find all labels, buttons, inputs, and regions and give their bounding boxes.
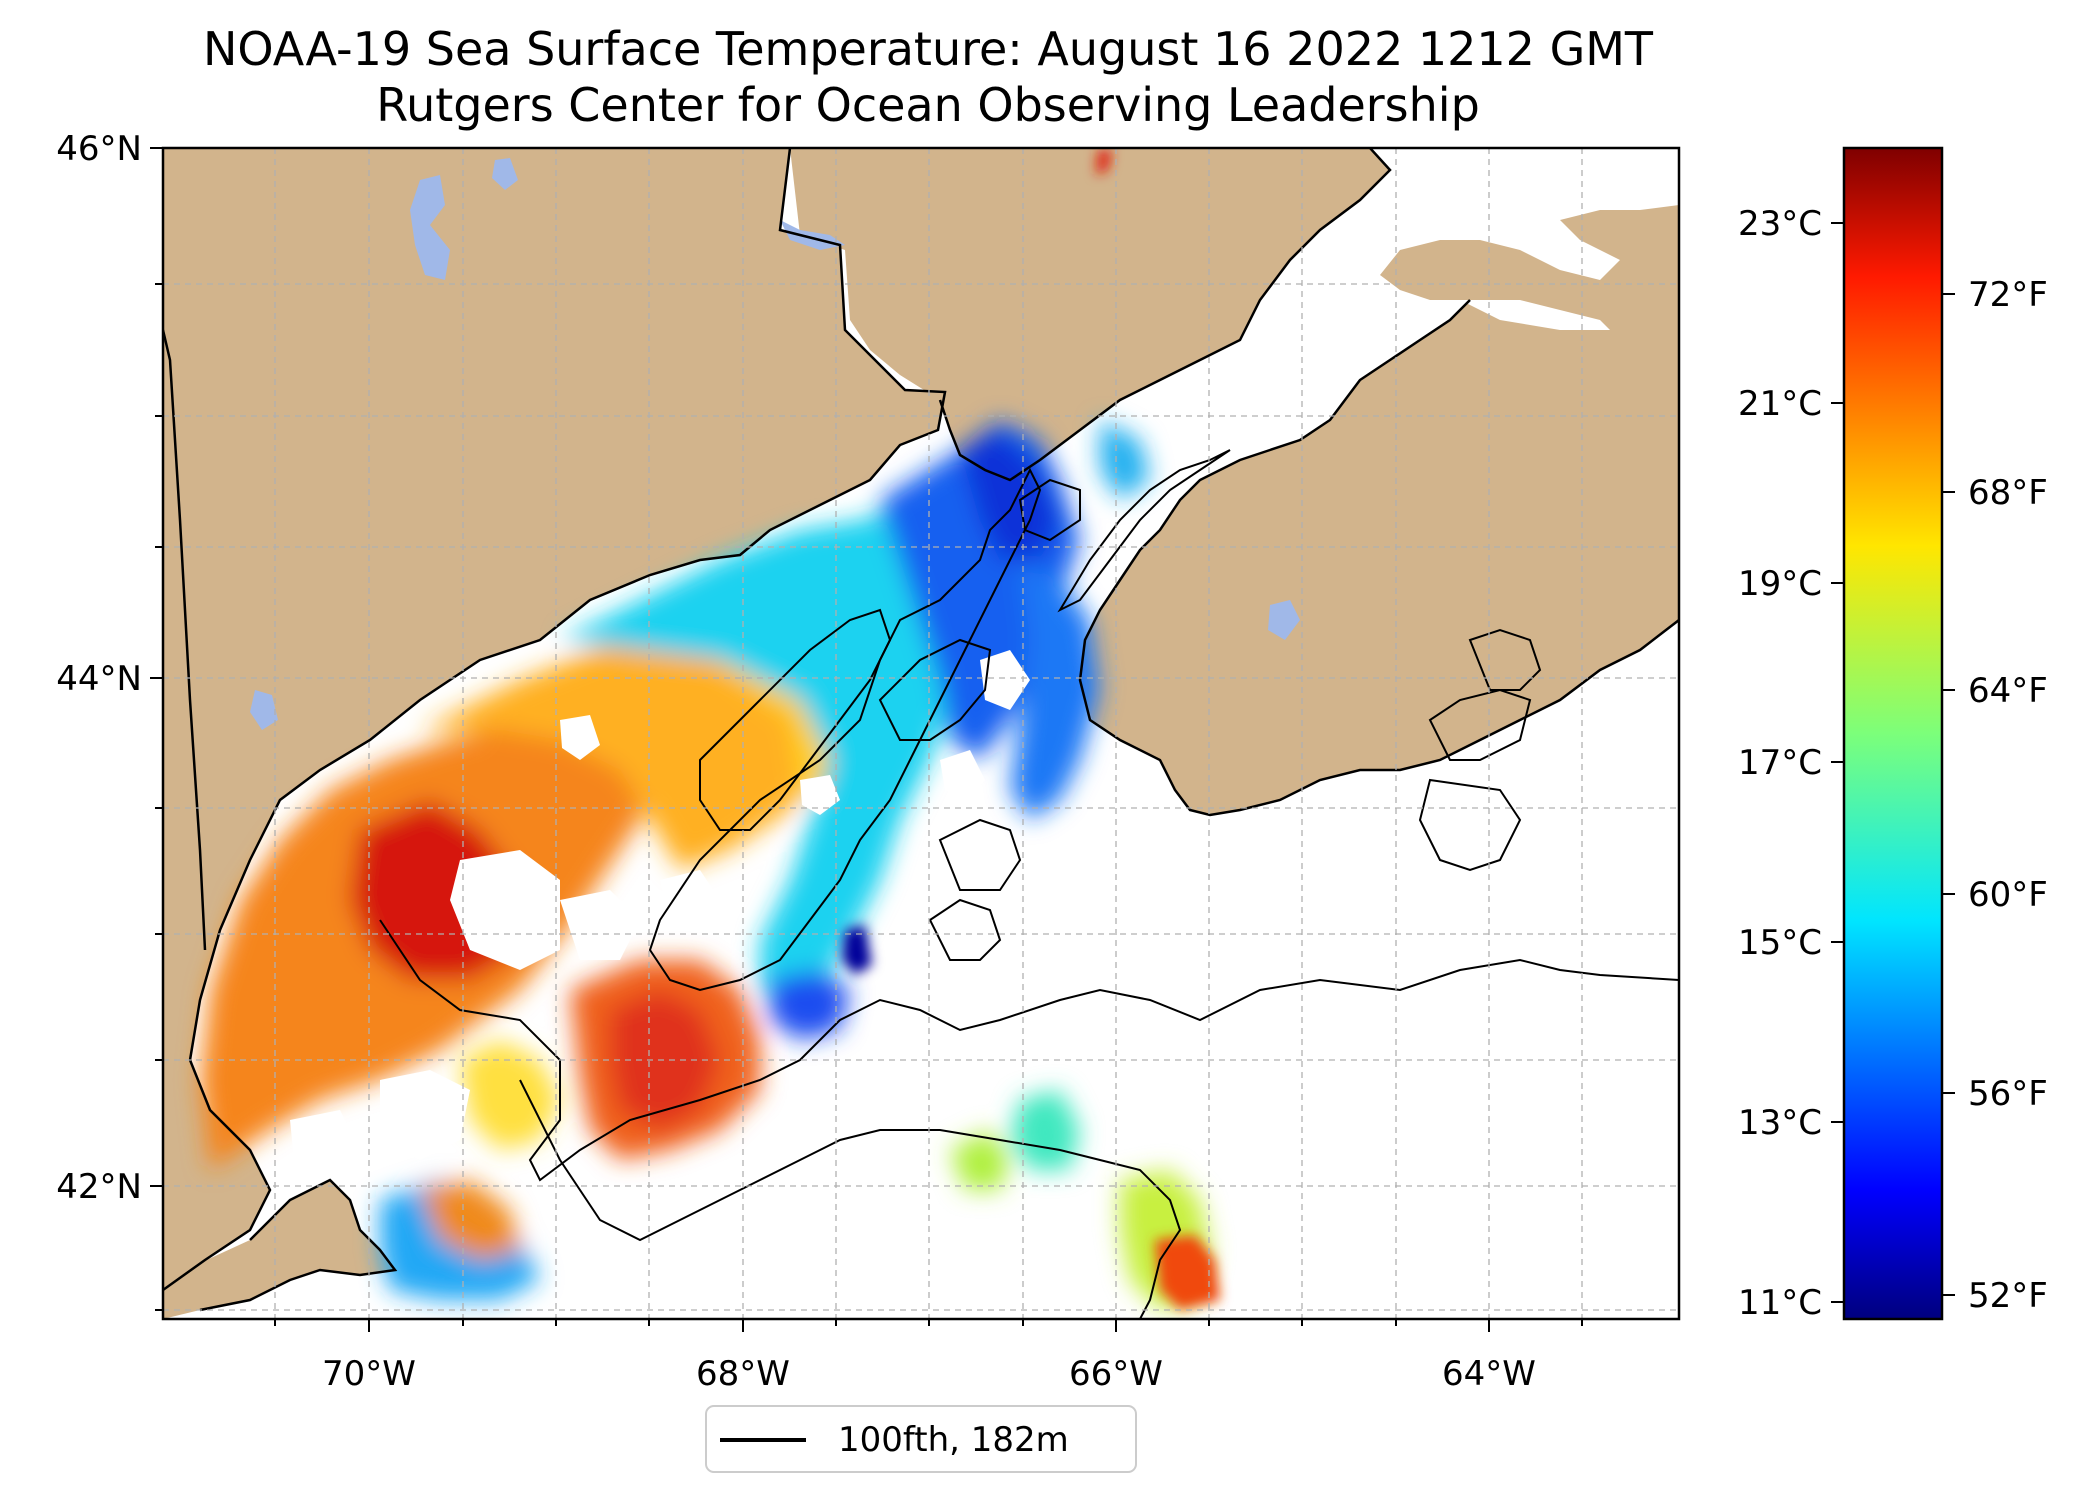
legend-box (705, 1405, 1137, 1473)
colorbar-celsius-15: 15°C (1738, 923, 1822, 963)
land-pei-gap (1460, 300, 1610, 330)
coastline-maine (163, 148, 947, 1292)
sst-cyan-patch (1100, 420, 1150, 500)
colorbar-fahrenheit-56: 56°F (1968, 1074, 2048, 1114)
colorbar-frame (1842, 146, 1944, 1321)
coastline-nova-scotia (1078, 299, 1679, 817)
lat-label-42: 42°N (56, 1167, 142, 1207)
bathymetry-100fth (379, 449, 1679, 1319)
gridlines (163, 148, 1679, 1319)
colorbar-fahrenheit-ticks (1942, 293, 1955, 1296)
colorbar-fahrenheit-68: 68°F (1968, 473, 2048, 513)
lat-label-46: 46°N (56, 129, 142, 169)
colorbar-celsius-13: 13°C (1738, 1103, 1822, 1143)
colorbar: 23°C 21°C 19°C 17°C 15°C 13°C 11°C 72°F … (1738, 146, 2048, 1323)
lat-label-44: 44°N (56, 659, 142, 699)
colorbar-celsius-ticks (1831, 222, 1844, 1303)
map-area (163, 148, 1679, 1319)
sst-blue-strip (1010, 560, 1100, 820)
sst-deep-blue-dot (842, 925, 872, 975)
land-nova-scotia (1080, 205, 1679, 815)
sst-south-green (460, 1040, 560, 1150)
colorbar-celsius-23: 23°C (1738, 204, 1822, 244)
colorbar-celsius-19: 19°C (1738, 564, 1822, 604)
land-new-brunswick (790, 148, 1390, 480)
chart-title: NOAA-19 Sea Surface Temperature: August … (202, 22, 1653, 76)
lake-small-north (492, 158, 518, 190)
colorbar-fahrenheit-52: 52°F (1968, 1276, 2048, 1316)
lon-label-64w: 64°W (1442, 1354, 1536, 1394)
coastline-new-hampshire-border (163, 329, 207, 951)
lon-label-68w: 68°W (696, 1354, 790, 1394)
colorbar-gradient (1844, 148, 1942, 1319)
colorbar-celsius-17: 17°C (1738, 743, 1822, 783)
sst-blue-patch-east (770, 970, 850, 1040)
sst-offshore-green1 (950, 1130, 1010, 1190)
coastline-new-brunswick (938, 148, 1392, 482)
sst-offshore-orange (1155, 1235, 1220, 1310)
map-frame (161, 146, 1681, 1321)
colorbar-celsius-21: 21°C (1738, 384, 1822, 424)
sst-south-orange (420, 1180, 520, 1260)
colorbar-fahrenheit-60: 60°F (1968, 875, 2048, 915)
sst-red-north (1096, 150, 1112, 175)
legend: 100fth, 182m (705, 1405, 1137, 1473)
land-cape-cod (163, 1180, 395, 1319)
lake-sebago (250, 690, 278, 730)
sst-field (200, 150, 1220, 1310)
chart-subtitle: Rutgers Center for Ocean Observing Leade… (376, 78, 1480, 132)
sst-blue-deep (960, 430, 1060, 560)
bay-of-fundy-line (1057, 449, 1231, 613)
lake-moosehead (410, 175, 450, 280)
lon-axis (274, 1319, 1583, 1332)
land (163, 148, 1679, 1319)
colorbar-fahrenheit-64: 64°F (1968, 671, 2048, 711)
lake-nova-scotia (1268, 600, 1300, 640)
coastline-cape-cod (199, 1178, 398, 1312)
lat-axis (150, 147, 163, 1311)
cloud-gaps (290, 650, 1030, 1180)
coastlines (163, 148, 1679, 1312)
legend-label: 100fth, 182m (838, 1420, 1069, 1460)
colorbar-fahrenheit-72: 72°F (1968, 275, 2048, 315)
colorbar-celsius-11: 11°C (1738, 1283, 1822, 1323)
sst-georges-red (610, 990, 720, 1130)
lon-label-66w: 66°W (1069, 1354, 1163, 1394)
land-new-england (163, 148, 945, 1290)
lon-label-70w: 70°W (322, 1354, 416, 1394)
